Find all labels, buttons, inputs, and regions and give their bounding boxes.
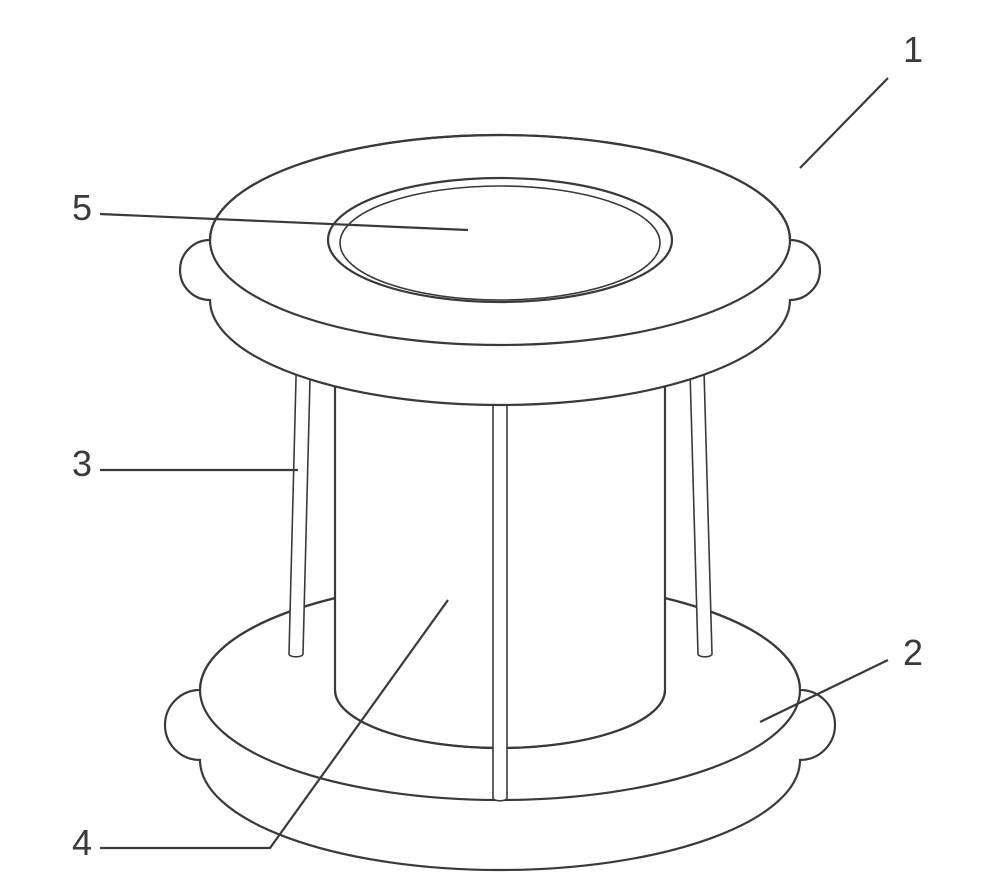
label-1: 1 (903, 29, 923, 70)
label-5: 5 (72, 187, 92, 228)
engineering-diagram: 1 2 3 4 5 (0, 0, 1000, 895)
label-3: 3 (72, 443, 92, 484)
top-ring (180, 135, 820, 405)
leader-1 (800, 78, 888, 168)
rod-2 (493, 345, 507, 801)
label-2: 2 (903, 632, 923, 673)
top-recess (340, 186, 660, 300)
label-4: 4 (72, 822, 92, 863)
